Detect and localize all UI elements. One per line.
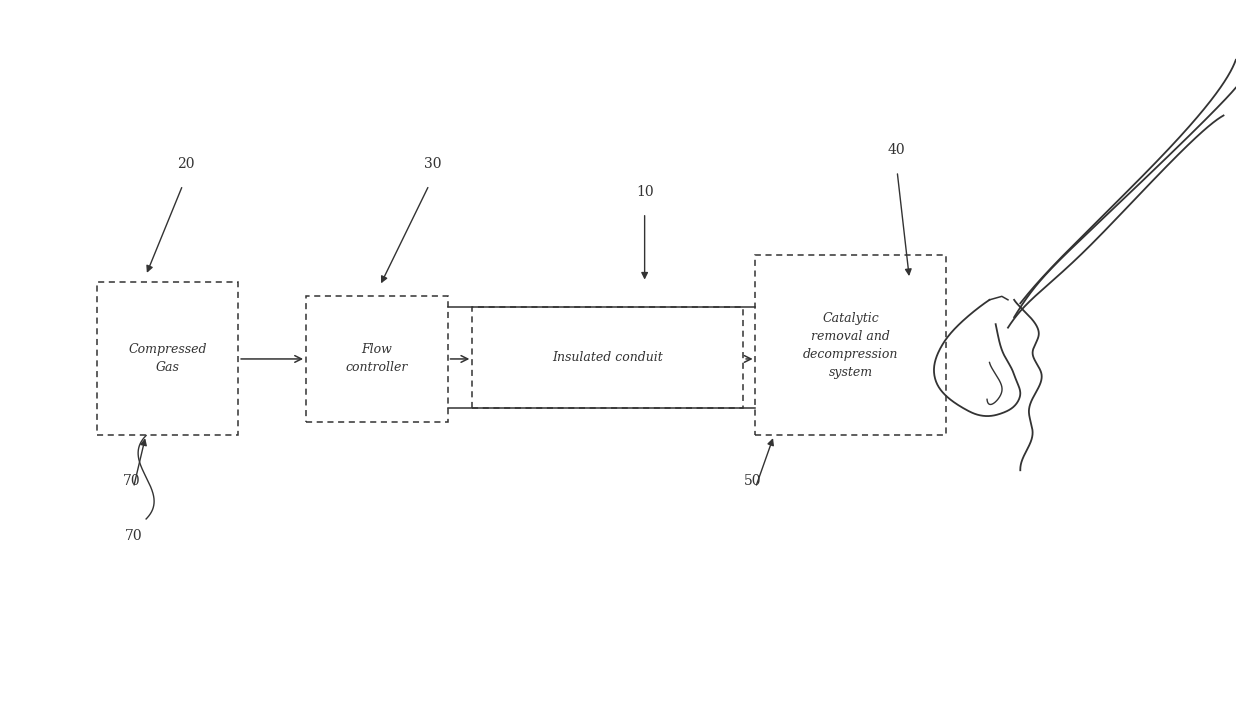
Text: 70: 70 — [123, 474, 140, 488]
Text: Flow
controller: Flow controller — [346, 344, 408, 375]
Text: 50: 50 — [744, 474, 761, 487]
Bar — [472, 307, 743, 408]
Text: 30: 30 — [424, 158, 441, 171]
Text: 40: 40 — [888, 143, 905, 157]
Bar — [755, 255, 946, 436]
Text: 20: 20 — [177, 157, 195, 171]
Text: 10: 10 — [636, 185, 653, 199]
Bar — [97, 282, 238, 436]
Text: Catalytic
removal and
decompression
system: Catalytic removal and decompression syst… — [804, 312, 899, 379]
Text: Insulated conduit: Insulated conduit — [552, 351, 663, 364]
Bar — [306, 296, 448, 422]
Text: Compressed
Gas: Compressed Gas — [128, 344, 207, 375]
Text: 70: 70 — [125, 529, 143, 543]
